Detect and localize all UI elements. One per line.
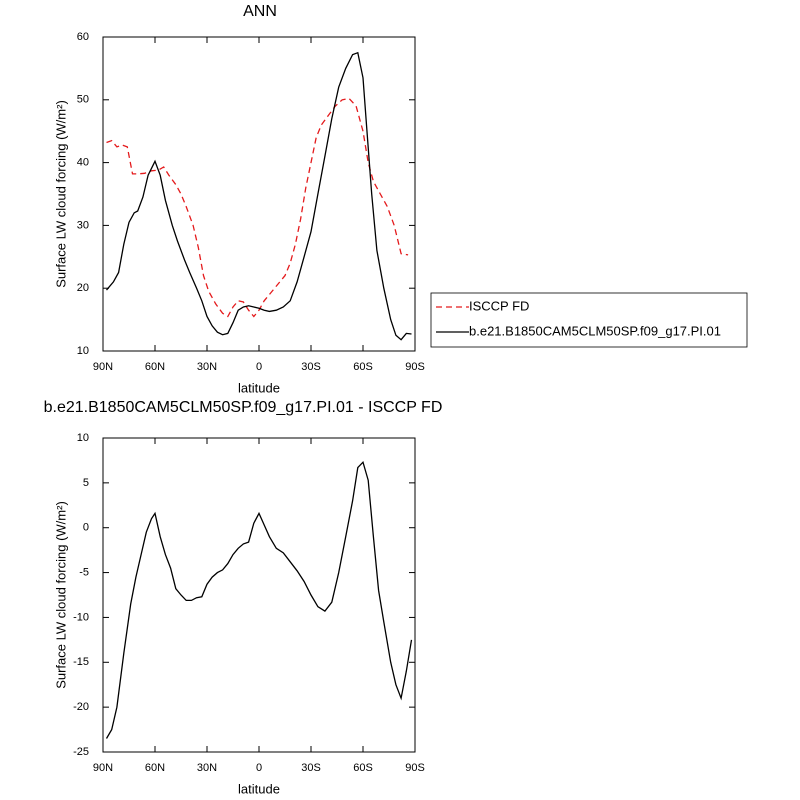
y-tick-label: -5: [79, 566, 89, 578]
x-tick-label: 30S: [301, 762, 321, 774]
plot-frame: [102, 36, 416, 352]
chart-title: ANN: [243, 3, 277, 20]
y-tick-label: 10: [77, 345, 89, 357]
x-tick-label: 90N: [93, 361, 113, 373]
y-tick-label: 50: [77, 94, 89, 106]
chart-title: b.e21.B1850CAM5CLM50SP.f09_g17.PI.01 - I…: [44, 399, 443, 416]
legend-box: [430, 292, 748, 348]
data-line: [106, 51, 412, 341]
x-tick-label: 90S: [405, 361, 425, 373]
x-axis-label: latitude: [238, 781, 280, 796]
y-tick-label: -25: [73, 746, 89, 758]
legend-label: b.e21.B1850CAM5CLM50SP.f09_g17.PI.01: [469, 323, 721, 338]
y-tick-label: 30: [77, 219, 89, 231]
x-axis-label: latitude: [238, 380, 280, 395]
x-tick-label: 30N: [197, 361, 217, 373]
x-tick-label: 90S: [405, 762, 425, 774]
y-tick-label: 0: [83, 522, 89, 534]
x-tick-label: 60N: [145, 762, 165, 774]
legend-label: ISCCP FD: [469, 298, 529, 313]
x-tick-label: 60S: [353, 361, 373, 373]
x-tick-label: 0: [256, 361, 262, 373]
x-tick-label: 30N: [197, 762, 217, 774]
y-axis-label: Surface LW cloud forcing (W/m²): [53, 501, 68, 689]
y-tick-label: 40: [77, 157, 89, 169]
data-line: [105, 460, 413, 739]
y-tick-label: -10: [73, 611, 89, 623]
x-tick-label: 60N: [145, 361, 165, 373]
x-tick-label: 90N: [93, 762, 113, 774]
y-tick-label: 5: [83, 477, 89, 489]
y-tick-label: 20: [77, 282, 89, 294]
data-line: [106, 97, 409, 318]
y-tick-label: 60: [77, 31, 89, 43]
x-tick-label: 0: [256, 762, 262, 774]
x-tick-label: 60S: [353, 762, 373, 774]
y-tick-label: -15: [73, 656, 89, 668]
x-tick-label: 30S: [301, 361, 321, 373]
y-tick-label: -20: [73, 701, 89, 713]
y-tick-label: 10: [77, 432, 89, 444]
y-axis-label: Surface LW cloud forcing (W/m²): [53, 100, 68, 288]
